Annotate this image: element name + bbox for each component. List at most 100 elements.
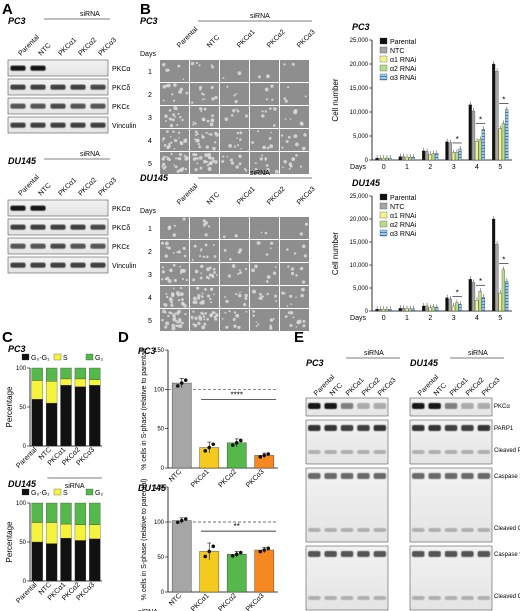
bar-α2 RNAi [478, 139, 482, 161]
cell-blob [167, 314, 170, 318]
cell-blob [287, 86, 290, 89]
cell-blob [254, 264, 258, 269]
blot-a-strip-band [90, 122, 106, 128]
cell-blob [208, 133, 211, 136]
cell-blob [301, 280, 306, 284]
cell-blob [244, 296, 248, 300]
stacked-bar-G₀-G₁ [31, 541, 43, 582]
cell-blob [283, 159, 287, 164]
blot-a-strip-band [70, 224, 86, 230]
blot-a-strip-band [10, 243, 26, 249]
cell-blob [235, 292, 238, 296]
cell-blob [236, 131, 240, 135]
data-point [262, 548, 267, 552]
cell-blob [204, 153, 209, 158]
micrograph-cell [190, 240, 219, 262]
cell-blob [226, 85, 229, 88]
x-tick-label: PKCα1 [190, 592, 211, 611]
blot-e-cleaved-band [461, 596, 474, 600]
cell-blob [297, 319, 302, 324]
x-tick-label: 3 [452, 164, 456, 171]
blot-e-band [428, 551, 441, 557]
y-axis-label: % cells in S-phase (relative to parental… [141, 348, 148, 470]
cell-blob [291, 157, 296, 162]
x-tick-label: 5 [498, 315, 502, 322]
stacked-bar-G₀-G₁ [60, 385, 72, 447]
blot-a-strip-frame [7, 59, 109, 77]
stacked-bar-S [45, 381, 58, 404]
panel-b-micrographs: PC3 siRNA Parental NTC PKCα1 PKCα2 PKCα3 Days 1 2… [140, 13, 317, 331]
y-tick-label: 20,000 [350, 217, 369, 223]
cell-blob [192, 123, 194, 126]
bar-NTC [448, 142, 452, 161]
blot-e-protein-label: PKCα [494, 404, 510, 410]
blot-a-strip-band [30, 84, 46, 90]
y-tick-label: 10,000 [350, 110, 369, 116]
cell-blob [266, 167, 270, 172]
blot-e-cleaved-band [357, 596, 370, 600]
cell-blob [179, 265, 182, 268]
y-tick-label: 100 [154, 387, 165, 393]
x-axis-label: Days [350, 164, 366, 171]
bar-α2 RNAi [501, 123, 505, 161]
stacked-bar-G₀-G₁ [31, 399, 43, 447]
y-axis-label: Percentage [5, 521, 14, 562]
bar-Parental [468, 104, 472, 161]
cell-blob [222, 235, 226, 239]
micrograph-cell [160, 217, 189, 239]
blot-e-cleaved-band [461, 450, 474, 454]
cell-blob [192, 152, 196, 157]
stacked-bar-G₂ [45, 502, 58, 523]
cell-blob [208, 273, 213, 277]
cell-blob [166, 68, 170, 72]
cell-blob [252, 314, 255, 318]
blot-a-strip-band [50, 122, 66, 128]
cell-blob [179, 292, 184, 297]
stacked-bar-S [60, 378, 72, 386]
blot-e-band [461, 473, 474, 479]
cell-blob [245, 169, 248, 172]
data-point [234, 552, 239, 556]
stacked-bar-G₀-G₁ [60, 537, 72, 582]
micrograph-cell [220, 152, 249, 174]
cell-blob [201, 134, 204, 136]
bar-Parental [375, 309, 379, 312]
cell-blob [210, 301, 213, 304]
micrograph-cell [220, 83, 249, 105]
blot-e-band [461, 403, 474, 409]
cell-blob [274, 294, 278, 298]
blot-e-band [444, 425, 458, 431]
x-tick-label: 3 [452, 315, 456, 322]
legend-swatch [379, 73, 388, 81]
blot-a-lane-label: PKCα2 [77, 37, 98, 58]
micrograph-cell [190, 60, 219, 82]
blot-a-protein-label: Vinculin [112, 263, 136, 270]
cell-blob [210, 133, 213, 136]
blot-e-cleaved-band [373, 596, 387, 600]
cell-blob [175, 157, 178, 160]
blot-e-cleaved-band [444, 528, 458, 532]
stacked-bar-G₂ [74, 502, 87, 525]
cell-blob [171, 323, 175, 328]
blot-a-strip-band [30, 103, 46, 109]
cell-blob [239, 291, 241, 294]
days-label: Days [140, 208, 156, 215]
blot-a-strip-band [30, 224, 46, 230]
blot-e-band [357, 551, 370, 557]
cell-blob [225, 325, 229, 329]
cell-blob [200, 110, 203, 113]
blot-e-band [373, 473, 387, 479]
cell-blob [233, 324, 237, 328]
blot-e-band [428, 473, 441, 479]
blot-e-band [324, 551, 337, 557]
cell-blob [167, 279, 172, 283]
cell-blob [213, 141, 217, 144]
blot-a-strip-band [70, 103, 86, 109]
blot-e-cleaved-band [357, 528, 370, 532]
cell-blob [194, 269, 199, 274]
y-tick-label: 50 [157, 427, 164, 433]
cell-blob [213, 271, 216, 274]
cell-blob [238, 162, 242, 166]
data-point [207, 445, 212, 450]
